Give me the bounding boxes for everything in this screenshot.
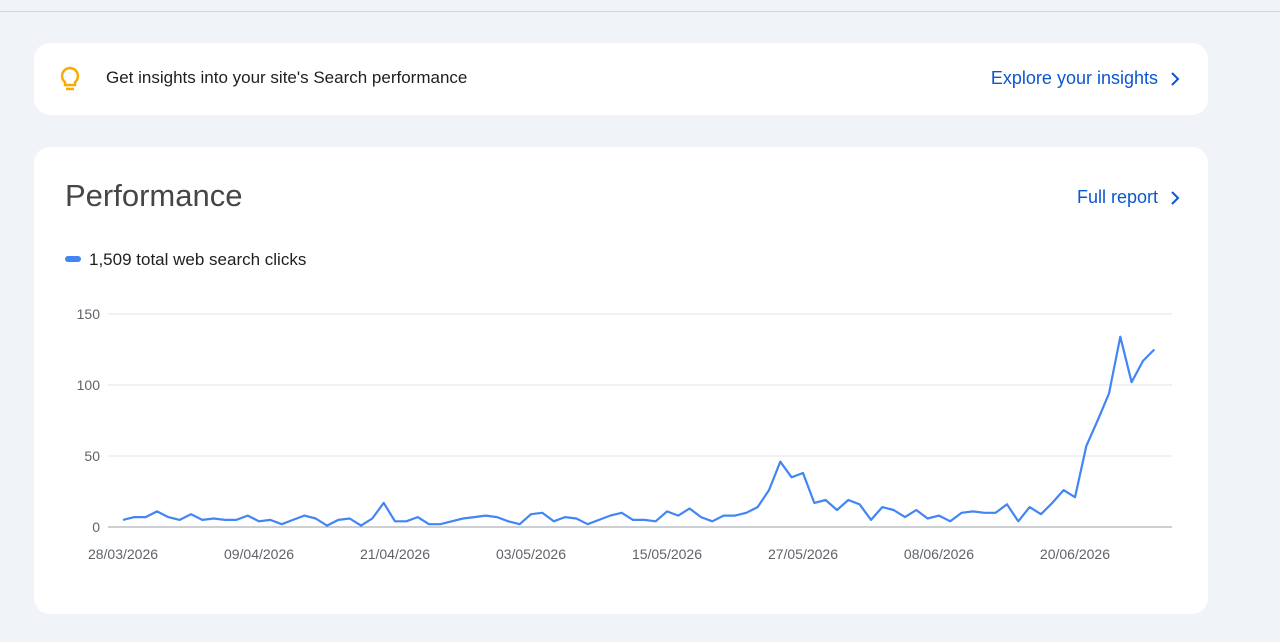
explore-link[interactable]: Explore your insights xyxy=(991,68,1180,89)
x-tick-label: 08/06/2026 xyxy=(904,546,974,562)
bulb-icon xyxy=(60,66,80,91)
link-text[interactable]: Full report xyxy=(1076,187,1158,207)
banner-text: Get insights into your site's Search per… xyxy=(106,68,468,87)
performance-card: Performance Full report xyxy=(34,147,1208,614)
x-tick-label: 15/05/2026 xyxy=(632,546,702,562)
y-tick-label: 50 xyxy=(84,448,100,464)
legend-swatch xyxy=(65,256,81,262)
legend-label: 1,509 total web search clicks xyxy=(89,250,306,269)
chevron xyxy=(1171,71,1180,86)
x-tick-label: 27/05/2026 xyxy=(768,546,838,562)
y-tick-label: 100 xyxy=(77,377,101,393)
chevron xyxy=(1171,190,1180,205)
x-tick-label: 28/03/2026 xyxy=(88,546,158,562)
y-tick-label: 150 xyxy=(77,306,101,322)
x-tick-label: 21/04/2026 xyxy=(360,546,430,562)
y-tick-label: 0 xyxy=(92,519,100,535)
x-tick-label: 03/05/2026 xyxy=(496,546,566,562)
x-tick-label: 09/04/2026 xyxy=(224,546,294,562)
link-text[interactable]: Explore your insights xyxy=(990,68,1158,88)
series-line xyxy=(122,335,1156,527)
divider xyxy=(0,11,1280,12)
x-tick-label: 20/06/2026 xyxy=(1040,546,1110,562)
insights-banner: Get insights into your site's Search per… xyxy=(34,43,1208,115)
full-report-link[interactable]: Full report xyxy=(1077,187,1180,208)
card-title: Performance xyxy=(65,178,243,213)
